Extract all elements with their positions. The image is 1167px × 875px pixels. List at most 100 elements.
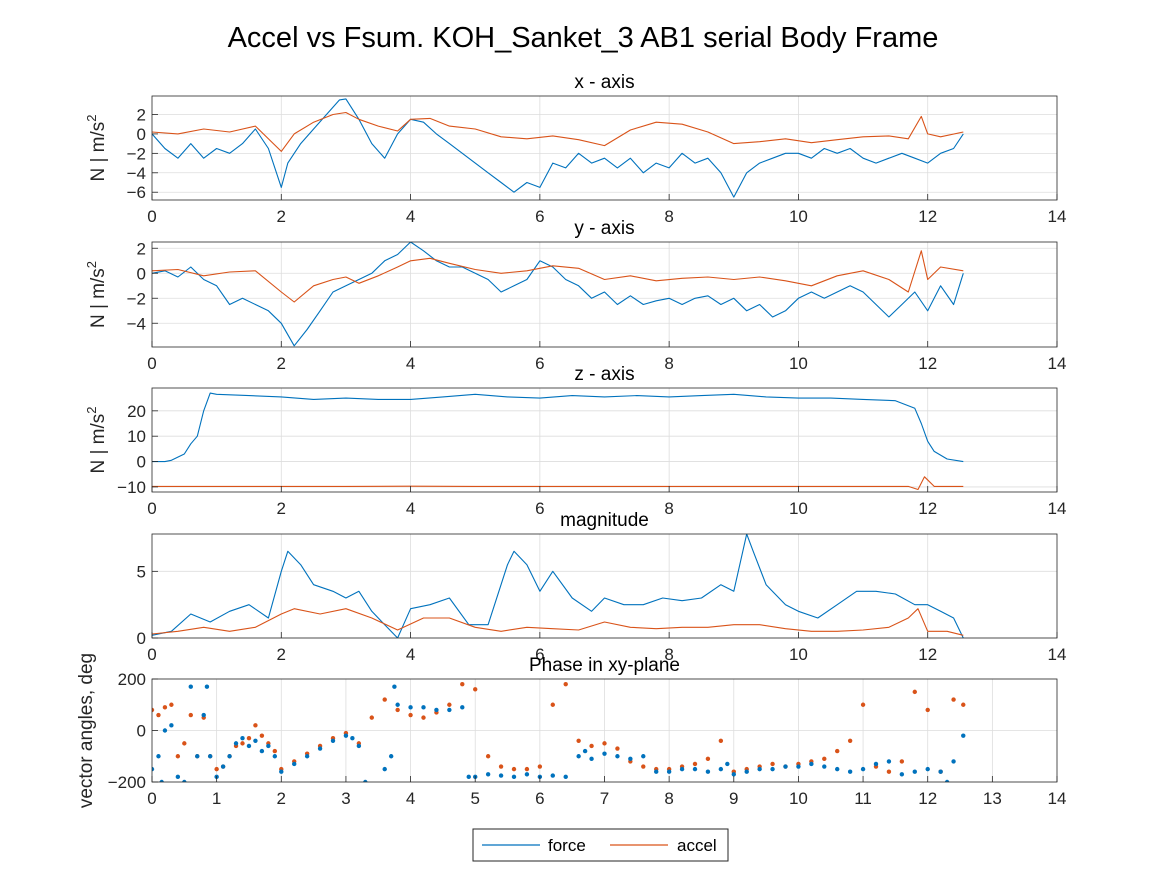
x-tick-label: 2 (277, 499, 286, 518)
plot-area (152, 96, 1057, 200)
point-accel (589, 743, 594, 749)
point-accel (498, 764, 504, 769)
series-line-force (152, 534, 964, 638)
y-tick-label: −2 (127, 144, 146, 163)
point-accel (156, 712, 161, 718)
point-accel (705, 756, 711, 762)
series-line-force (152, 392, 964, 463)
point-accel (152, 707, 155, 713)
point-accel (912, 689, 917, 695)
point-accel (473, 687, 478, 692)
y-tick-label: 2 (137, 239, 146, 258)
point-accel (822, 756, 827, 762)
axes-box (151, 387, 1058, 493)
point-accel (169, 702, 174, 707)
point-force (253, 738, 258, 743)
x-tick-label: 12 (918, 207, 937, 226)
x-tick-label: 8 (664, 499, 673, 518)
point-force (272, 754, 278, 759)
y-tick-label: −4 (127, 314, 146, 333)
y-axis-label-exponent: 2 (84, 406, 99, 413)
point-force (602, 751, 607, 756)
point-force (382, 766, 387, 772)
point-force (744, 769, 749, 774)
point-force (421, 705, 426, 710)
point-force (220, 764, 226, 769)
point-force (159, 779, 164, 782)
point-force (886, 759, 892, 764)
point-accel (550, 702, 555, 707)
point-force (938, 769, 943, 774)
x-tick-label: 14 (1048, 645, 1067, 664)
series-force (152, 684, 966, 782)
x-tick-label: 2 (277, 354, 286, 373)
point-force (498, 773, 504, 778)
point-accel (961, 702, 966, 707)
axes-box (151, 95, 1058, 201)
subplot-4: 0 2 4 6 8 10 12 14 5 0 magnitude (137, 510, 1067, 664)
y-tick-label: 5 (137, 562, 146, 581)
x-tick-label: 4 (406, 207, 415, 226)
point-accel (421, 715, 426, 720)
point-accel (214, 766, 219, 772)
point-force (550, 773, 555, 778)
point-force (692, 766, 698, 772)
point-force (770, 766, 775, 772)
point-force (447, 707, 452, 713)
point-force (925, 766, 930, 772)
point-accel (860, 702, 866, 707)
point-force (731, 772, 736, 777)
point-force (304, 754, 310, 759)
point-accel (369, 715, 374, 720)
y-axis-label-exponent: 2 (84, 261, 99, 268)
x-tick-label: 2 (277, 789, 286, 808)
x-tick-label: 6 (535, 207, 544, 226)
x-tick-label: 4 (406, 499, 415, 518)
point-force (705, 769, 711, 774)
x-tick-label: 0 (147, 645, 156, 664)
y-tick-label: 200 (118, 670, 146, 689)
point-accel (524, 766, 530, 772)
point-force (654, 769, 659, 774)
point-accel (382, 697, 387, 702)
x-tick-label: 2 (277, 645, 286, 664)
series-line-force (152, 98, 964, 198)
point-force (317, 746, 323, 751)
y-tick-label: 2 (137, 105, 146, 124)
y-axis-label: N | m/s2 (84, 406, 109, 473)
point-force (266, 743, 271, 749)
x-tick-label: 1 (212, 789, 221, 808)
point-accel (240, 741, 245, 746)
point-force (511, 774, 517, 780)
y-tick-label: −200 (108, 773, 146, 792)
point-force (292, 761, 297, 767)
subplot-title: magnitude (560, 510, 649, 531)
x-tick-label: 4 (406, 645, 415, 664)
x-tick-label: 14 (1048, 354, 1067, 373)
point-accel (602, 741, 607, 746)
y-tick-label: 20 (127, 402, 146, 421)
subplot-title: z - axis (574, 364, 634, 385)
point-force (951, 759, 956, 764)
plot-area (152, 242, 1057, 347)
point-force (259, 748, 265, 754)
point-force (466, 774, 471, 780)
point-force (169, 723, 174, 728)
x-tick-label: 11 (854, 789, 872, 808)
point-force (679, 766, 685, 772)
x-tick-label: 10 (789, 499, 808, 518)
x-tick-label: 13 (983, 789, 1002, 808)
point-force (796, 764, 801, 769)
y-tick-label: 0 (137, 722, 146, 741)
y-tick-label: 10 (127, 427, 146, 446)
x-tick-label: 0 (147, 789, 156, 808)
point-force (485, 772, 491, 777)
point-accel (886, 769, 892, 774)
point-force (188, 684, 193, 689)
y-axis-label-exponent: 2 (84, 114, 99, 121)
legend-accel-label: accel (677, 836, 717, 855)
point-force (873, 761, 879, 767)
